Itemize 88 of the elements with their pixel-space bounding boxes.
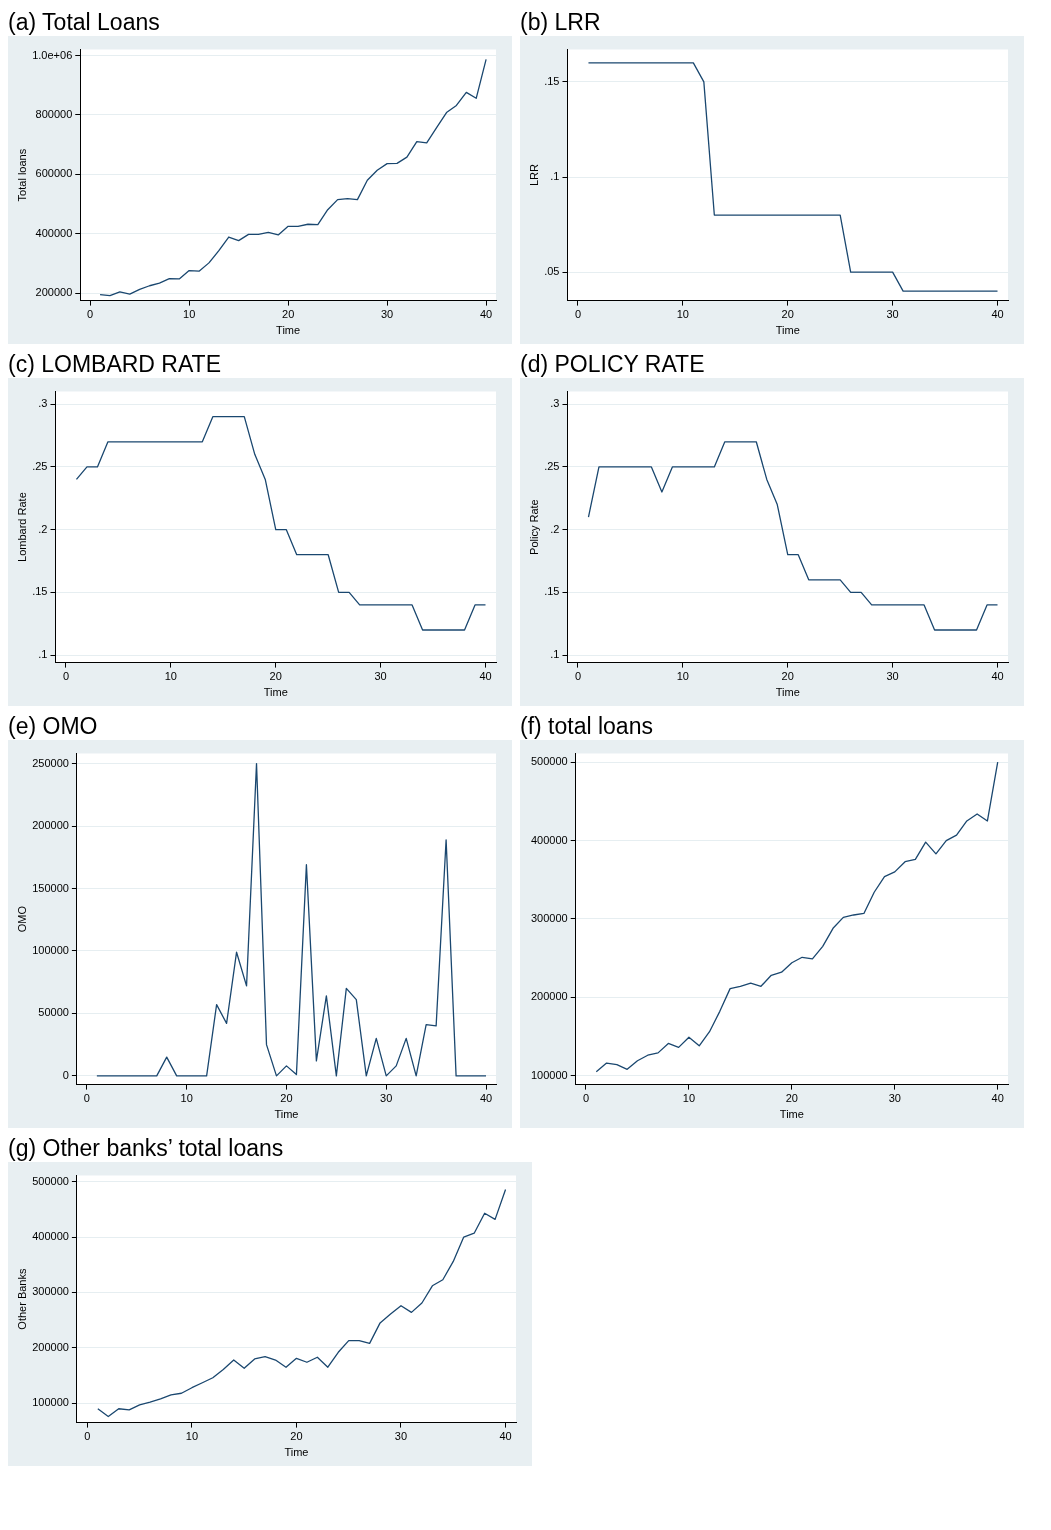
x-tick-label: 0 [87,308,94,321]
x-tick-label: 10 [676,308,689,321]
x-tick-label: 0 [83,1092,90,1105]
x-axis-title: Time [284,1446,309,1459]
x-tick-label: 20 [282,308,295,321]
x-axis-title: Time [779,1108,804,1121]
x-tick-label: 30 [886,308,899,321]
y-tick-label: 600000 [35,167,73,180]
y-tick-label: 0 [62,1068,69,1081]
y-tick-label: .25 [544,459,560,472]
y-tick-label: .3 [550,397,560,410]
x-axis-title: Time [263,686,288,699]
x-tick-label: 10 [185,1430,199,1443]
y-axis-title: Other Banks [15,1268,28,1330]
y-tick-label: 100000 [32,943,69,956]
y-tick-label: 1.0e+06 [32,48,73,61]
y-tick-label: .1 [38,648,48,661]
chart-title: (b) LRR [520,8,602,36]
x-tick-label: 10 [676,670,689,683]
y-tick-label: 400000 [530,833,568,846]
x-tick-label: 10 [164,670,177,683]
x-tick-label: 10 [682,1092,696,1105]
y-tick-label: .15 [544,585,560,598]
y-tick-label: .3 [38,397,48,410]
x-tick-label: 40 [499,1430,512,1443]
y-tick-label: 200000 [530,990,568,1003]
y-axis-title: LRR [527,164,540,187]
x-tick-label: 30 [888,1092,901,1105]
chart-title: (e) OMO [8,712,99,740]
y-tick-label: .25 [32,459,48,472]
chart-title: (f) total loans [520,712,654,740]
y-tick-label: 300000 [32,1285,69,1298]
y-tick-label: 150000 [32,881,69,894]
x-tick-label: 0 [84,1430,91,1443]
chart-title: (d) POLICY RATE [520,350,706,378]
x-axis-title: Time [276,324,301,337]
x-tick-label: 0 [574,308,582,321]
y-tick-label: 200000 [35,286,73,299]
y-tick-label: .1 [550,648,560,661]
x-tick-label: 40 [991,670,1004,683]
x-tick-label: 20 [785,1092,798,1105]
x-tick-label: 20 [280,1092,293,1105]
y-tick-label: 400000 [35,226,73,239]
x-tick-label: 40 [991,308,1004,321]
x-tick-label: 20 [290,1430,303,1443]
y-tick-label: 400000 [32,1230,69,1243]
x-tick-label: 20 [781,308,794,321]
y-axis-title: Policy Rate [527,499,540,555]
x-tick-label: 40 [479,670,492,683]
x-tick-label: 40 [479,308,493,321]
x-axis-title: Time [775,324,800,337]
x-axis-title: Time [274,1108,299,1121]
chart-title: (a) Total Loans [8,8,161,36]
chart-title: (g) Other banks’ total loans [8,1134,285,1162]
x-tick-label: 10 [180,1092,193,1105]
x-tick-label: 30 [886,670,899,683]
y-tick-label: .15 [544,74,560,87]
y-tick-label: .15 [32,585,48,598]
x-tick-label: 20 [781,670,794,683]
x-tick-label: 30 [380,308,394,321]
y-axis-title: Total loans [15,148,28,202]
x-tick-label: 0 [574,670,582,683]
y-axis-title: Lombard Rate [15,492,28,562]
x-tick-label: 30 [380,1092,393,1105]
y-tick-label: .2 [38,522,48,535]
chart-title: (c) LOMBARD RATE [8,350,222,378]
y-tick-label: .05 [544,265,560,278]
y-tick-label: 100000 [530,1068,568,1081]
y-tick-label: .2 [550,522,560,535]
y-axis-title: OMO [15,905,28,933]
x-tick-label: 10 [183,308,196,321]
y-tick-label: 200000 [32,1340,69,1353]
y-tick-label: 50000 [38,1006,69,1019]
y-tick-label: 500000 [530,755,568,768]
x-tick-label: 0 [582,1092,590,1105]
x-axis-title: Time [775,686,800,699]
y-tick-label: .1 [550,170,560,183]
x-tick-label: 40 [991,1092,1004,1105]
y-tick-label: 100000 [32,1396,69,1409]
x-tick-label: 20 [269,670,282,683]
x-tick-label: 30 [394,1430,408,1443]
y-tick-label: 500000 [32,1174,69,1187]
x-tick-label: 40 [479,1092,493,1105]
y-tick-label: 300000 [530,911,568,924]
y-tick-label: 800000 [35,107,73,120]
y-tick-label: 200000 [32,819,69,832]
y-tick-label: 250000 [32,756,69,769]
x-tick-label: 30 [374,670,387,683]
